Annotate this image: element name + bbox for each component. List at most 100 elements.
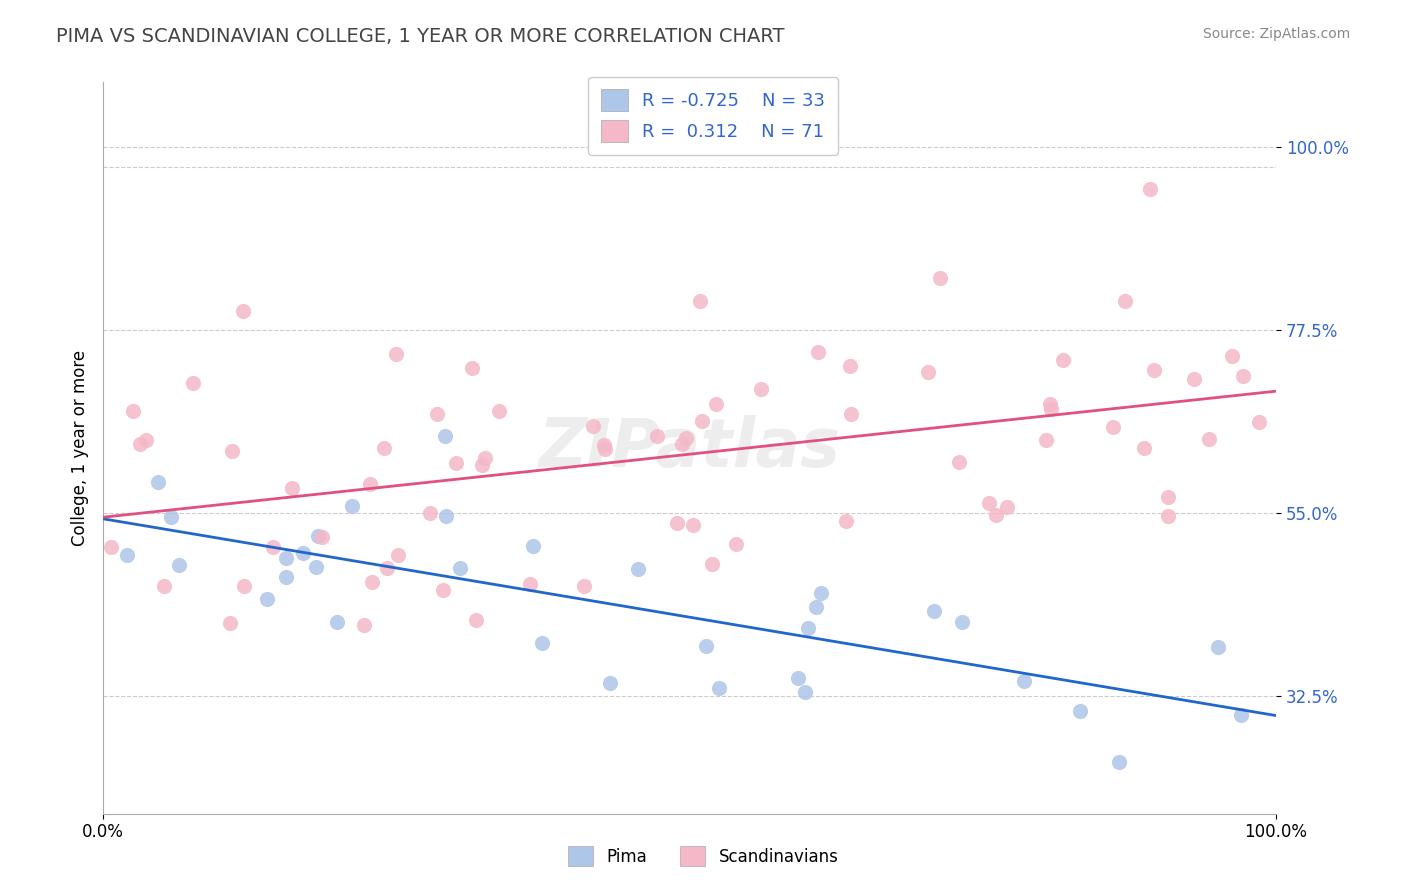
Point (997, 500, 1019, 515)
Point (1157, 508, 1180, 523)
Point (690, 414, 713, 428)
Point (593, 442, 616, 456)
Point (276, 570, 298, 584)
Point (1108, 755, 1130, 769)
Legend: Pima, Scandinavians: Pima, Scandinavians (560, 838, 846, 875)
Point (232, 303, 254, 318)
Point (838, 359, 860, 374)
Point (1035, 433, 1057, 447)
Point (311, 531, 333, 545)
Point (169, 558, 191, 572)
Point (1232, 369, 1254, 384)
Point (519, 576, 541, 591)
Point (281, 481, 304, 495)
Point (1069, 704, 1091, 718)
Point (221, 443, 243, 458)
Point (384, 346, 406, 360)
Point (1230, 707, 1253, 722)
Point (787, 671, 810, 685)
Point (707, 681, 730, 696)
Point (1040, 402, 1063, 417)
Text: PIMA VS SCANDINAVIAN COLLEGE, 1 YEAR OR MORE CORRELATION CHART: PIMA VS SCANDINAVIAN COLLEGE, 1 YEAR OR … (56, 27, 785, 45)
Point (1012, 673, 1035, 688)
Point (645, 429, 668, 443)
Point (218, 615, 240, 630)
Point (135, 433, 157, 447)
Point (922, 604, 945, 618)
Point (1206, 640, 1229, 654)
Point (1198, 432, 1220, 446)
Point (434, 509, 457, 524)
Point (804, 600, 827, 615)
Point (375, 561, 398, 575)
Point (160, 510, 183, 524)
Point (432, 583, 454, 598)
Point (307, 529, 329, 543)
Point (488, 404, 510, 418)
Point (724, 537, 747, 551)
Point (419, 506, 441, 520)
Point (360, 477, 382, 491)
Point (695, 639, 717, 653)
Text: Source: ZipAtlas.com: Source: ZipAtlas.com (1202, 27, 1350, 41)
Point (1220, 349, 1243, 363)
Text: ZIPatlas: ZIPatlas (538, 415, 841, 481)
Point (950, 615, 973, 629)
Point (751, 382, 773, 396)
Point (675, 431, 697, 445)
Point (582, 419, 605, 434)
Point (1114, 293, 1136, 308)
Point (122, 403, 145, 417)
Point (1249, 415, 1271, 429)
Point (948, 455, 970, 469)
Point (461, 361, 484, 376)
Point (835, 514, 858, 528)
Point (426, 407, 449, 421)
Point (979, 496, 1001, 510)
Point (474, 450, 496, 465)
Point (574, 579, 596, 593)
Point (232, 579, 254, 593)
Point (797, 622, 820, 636)
Point (671, 436, 693, 450)
Point (928, 271, 950, 285)
Y-axis label: College, 1 year or more: College, 1 year or more (72, 350, 89, 546)
Point (1139, 182, 1161, 196)
Point (1052, 353, 1074, 368)
Point (1143, 363, 1166, 377)
Point (373, 441, 395, 455)
Point (465, 613, 488, 627)
Point (129, 437, 152, 451)
Point (807, 345, 830, 359)
Point (117, 548, 139, 562)
Point (700, 558, 723, 572)
Point (326, 615, 349, 630)
Point (152, 579, 174, 593)
Point (444, 456, 467, 470)
Point (1133, 441, 1156, 455)
Point (839, 407, 862, 421)
Point (1182, 372, 1205, 386)
Point (262, 540, 284, 554)
Point (433, 429, 456, 443)
Point (593, 437, 616, 451)
Point (689, 293, 711, 308)
Point (627, 561, 650, 575)
Point (682, 517, 704, 532)
Point (471, 458, 494, 472)
Point (666, 516, 689, 530)
Point (1039, 396, 1062, 410)
Point (353, 617, 375, 632)
Point (531, 636, 554, 650)
Point (449, 560, 471, 574)
Point (1156, 491, 1178, 505)
Point (146, 475, 169, 489)
Point (100, 540, 122, 554)
Point (704, 397, 727, 411)
Point (305, 559, 328, 574)
Point (340, 499, 363, 513)
Point (917, 365, 939, 379)
Point (256, 591, 278, 606)
Point (599, 675, 621, 690)
Point (274, 551, 297, 566)
